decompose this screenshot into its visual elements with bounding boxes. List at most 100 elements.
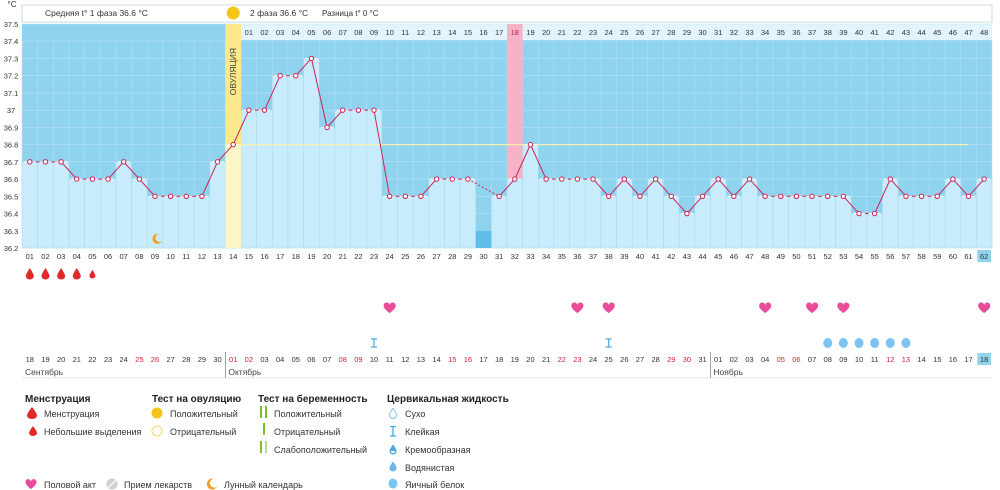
date-label: 04 — [276, 355, 284, 364]
temperature-column — [381, 196, 398, 249]
phase2-day-label: 28 — [667, 28, 675, 37]
date-label: 18 — [980, 355, 988, 364]
phase2-day-label: 10 — [385, 28, 393, 37]
temperature-line-segment — [467, 178, 500, 197]
temperature-line-segment — [264, 75, 281, 111]
temperature-line-segment — [326, 109, 344, 128]
cervical-dry-icon — [389, 408, 397, 419]
cycle-day-label: 09 — [151, 252, 159, 261]
temperature-point — [918, 193, 925, 200]
cycle-day-label: 60 — [949, 252, 957, 261]
intercourse-heart-icon — [806, 302, 819, 313]
temperature-line-segment — [952, 178, 969, 197]
cycle-day-label: 33 — [526, 252, 534, 261]
temperature-line-segment — [655, 178, 672, 197]
date-label: 28 — [651, 355, 659, 364]
date-label: 06 — [307, 355, 315, 364]
legend-cervical-title: Цервикальная жидкость — [387, 394, 509, 405]
date-label: 24 — [589, 355, 597, 364]
temperature-line-segment — [373, 110, 391, 197]
temperature-point — [105, 176, 111, 182]
temperature-point — [778, 193, 784, 200]
temperature-line-segment — [639, 178, 656, 197]
temperature-point — [324, 124, 330, 131]
temperature-column — [616, 178, 633, 249]
temperature-point — [74, 176, 80, 182]
temperature-column — [272, 75, 289, 249]
cycle-day-label: 15 — [245, 252, 253, 261]
temperature-column — [538, 178, 555, 249]
drop-heavy-icon — [25, 268, 34, 280]
temperature-point — [246, 107, 252, 113]
date-label: 11 — [871, 355, 879, 364]
phase2-day-label: 20 — [542, 28, 550, 37]
cycle-day-label: 31 — [495, 252, 503, 261]
date-label: 03 — [260, 355, 268, 364]
temperature-point — [605, 193, 612, 200]
temperature-column — [53, 161, 70, 249]
temperature-point — [668, 193, 674, 200]
temperature-column — [412, 196, 429, 249]
highlight-column — [507, 24, 523, 180]
date-label: 30 — [683, 355, 691, 364]
y-tick-label: 36.9 — [4, 123, 19, 132]
date-label: 07 — [323, 355, 331, 364]
header-bar — [21, 4, 993, 23]
phase2-day-label: 44 — [917, 28, 925, 37]
cycle-day-label: 62 — [980, 252, 988, 261]
date-label: 08 — [824, 355, 832, 364]
temperature-point — [214, 159, 221, 165]
temperature-column — [193, 196, 210, 249]
phase2-day-label: 40 — [855, 28, 863, 37]
temperature-point — [574, 176, 581, 182]
date-label: 01 — [229, 355, 237, 364]
header-difference: Разница t° 0 °С — [322, 9, 379, 18]
cycle-day-label: 42 — [667, 252, 675, 261]
intercourse-heart-icon — [25, 479, 37, 489]
cervical-eggwhite-icon — [388, 478, 398, 489]
cycle-day-label: 03 — [57, 252, 65, 261]
pregnancy-positive-icon — [260, 406, 267, 418]
temperature-line-segment — [592, 178, 610, 197]
pregnancy-negative-icon — [263, 423, 265, 435]
cycle-day-label: 37 — [589, 252, 597, 261]
temperature-point — [559, 176, 565, 182]
legend-pregnancy-title: Тест на беременность — [258, 394, 368, 405]
temperature-column — [506, 178, 523, 249]
temperature-point — [981, 176, 987, 182]
temperature-line-segment — [232, 109, 250, 145]
temperature-column — [850, 213, 868, 249]
cycle-day-label: 32 — [511, 252, 519, 261]
cycle-day-label: 29 — [464, 252, 472, 261]
intercourse-heart-icon — [602, 302, 615, 313]
phase2-day-label: 12 — [417, 28, 425, 37]
cervical-creamy-icon — [389, 444, 397, 455]
legend-menstruation-light: Небольшие выделения — [44, 427, 142, 437]
temperature-column — [350, 109, 367, 249]
temperature-column — [647, 178, 664, 249]
cycle-day-label: 54 — [855, 252, 863, 261]
cycle-day-label: 16 — [260, 252, 268, 261]
date-label: 11 — [386, 355, 394, 364]
cycle-day-label: 27 — [432, 252, 440, 261]
pregnancy-faint-icon — [260, 441, 267, 453]
date-label: 27 — [636, 355, 644, 364]
cycle-day-label: 56 — [886, 252, 894, 261]
date-label: 18 — [495, 355, 503, 364]
temperature-point — [340, 107, 346, 113]
temperature-line-segment — [968, 178, 985, 197]
phase2-day-label: 32 — [730, 28, 738, 37]
temperature-point — [950, 176, 956, 182]
cycle-day-label: 52 — [824, 252, 832, 261]
temperature-point — [965, 193, 972, 200]
date-label: 13 — [417, 355, 425, 364]
cycle-day-label: 04 — [73, 252, 81, 261]
phase2-day-label: 31 — [714, 28, 722, 37]
phase2-day-label: 07 — [339, 28, 347, 37]
intercourse-heart-icon — [571, 302, 584, 313]
temperature-column — [741, 178, 758, 249]
intercourse-heart-icon — [759, 302, 772, 313]
cycle-day-label: 06 — [104, 252, 112, 261]
date-label: 21 — [542, 355, 550, 364]
date-label: 25 — [605, 355, 613, 364]
